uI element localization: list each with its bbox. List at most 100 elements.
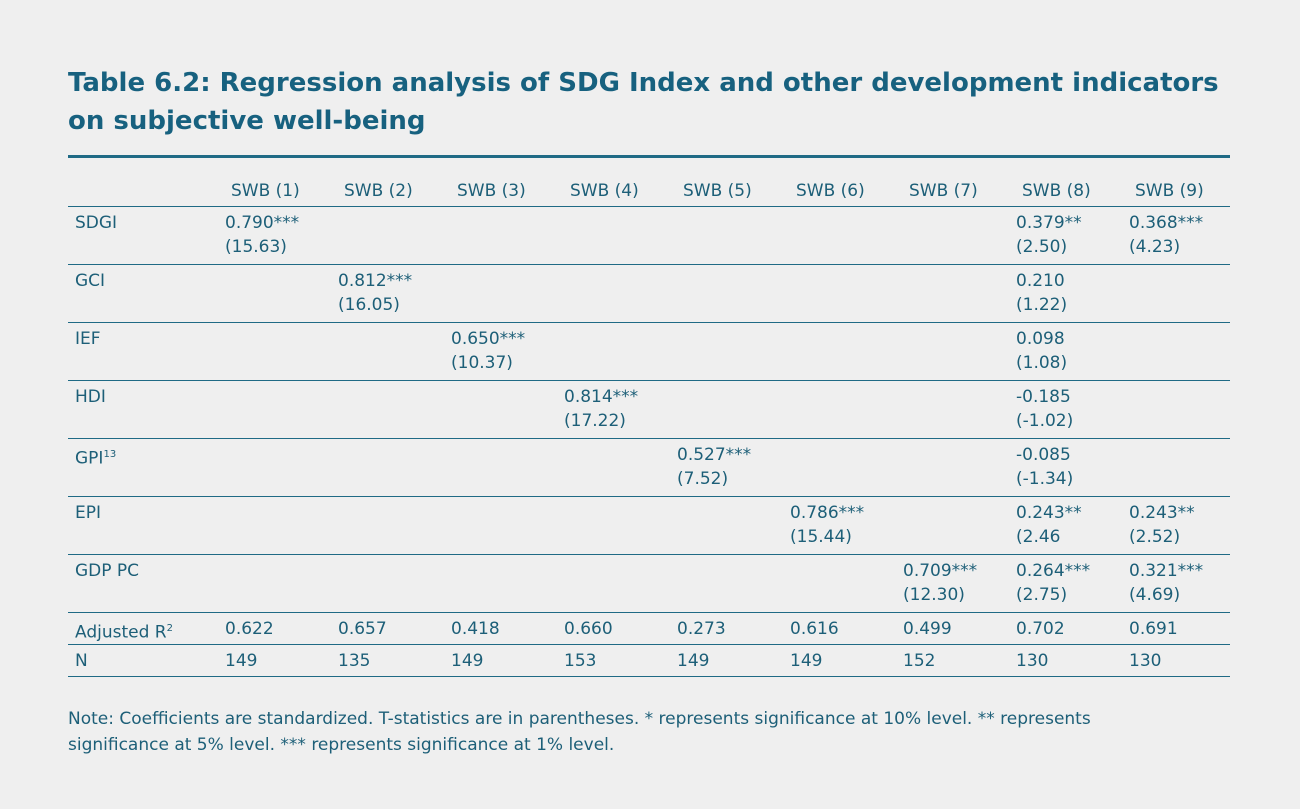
cell-line: (2.52) (1129, 527, 1181, 547)
cell-line: 0.243** (1129, 503, 1195, 523)
row-rule (68, 380, 1230, 381)
cell: 0.660 (564, 617, 613, 641)
cell-line: 0.812*** (338, 271, 413, 291)
cell-line: 149 (677, 651, 710, 671)
row-label: N (75, 649, 88, 673)
note-line: Note: Coefficients are standardized. T-s… (68, 709, 1091, 729)
row-label-text: GPI (75, 448, 104, 469)
cell-line: 0.418 (451, 619, 500, 639)
cell-line: 152 (903, 651, 936, 671)
cell-line: 0.657 (338, 619, 387, 639)
row-label-sup: 2 (166, 623, 173, 634)
cell-line: 130 (1129, 651, 1162, 671)
row-label: Adjusted R2 (75, 617, 173, 645)
cell: 0.379** (2.50) (1016, 211, 1082, 259)
row-rule (68, 554, 1230, 555)
cell-line: (-1.34) (1016, 469, 1074, 489)
cell-line: (15.44) (790, 527, 852, 547)
cell-line: (1.22) (1016, 295, 1068, 315)
row-label: IEF (75, 327, 101, 351)
cell-line: (10.37) (451, 353, 513, 373)
cell: 0.616 (790, 617, 839, 641)
row-label-text: EPI (75, 503, 102, 523)
cell-line: -0.085 (1016, 445, 1071, 465)
cell-line: (17.22) (564, 411, 626, 431)
row-rule (68, 322, 1230, 323)
cell: 0.273 (677, 617, 726, 641)
cell-line: 0.650*** (451, 329, 526, 349)
cell: 130 (1129, 649, 1161, 673)
cell: 0.650*** (10.37) (451, 327, 525, 375)
cell: 130 (1016, 649, 1048, 673)
cell: -0.085 (-1.34) (1016, 443, 1073, 491)
cell-line: (2.50) (1016, 237, 1068, 257)
cell-line: 0.702 (1016, 619, 1065, 639)
cell: 0.264*** (2.75) (1016, 559, 1090, 607)
row-rule (68, 496, 1230, 497)
cell-line: 0.616 (790, 619, 839, 639)
cell: 0.702 (1016, 617, 1065, 641)
row-label: GPI13 (75, 443, 116, 471)
cell-line: 0.368*** (1129, 213, 1204, 233)
cell: 0.499 (903, 617, 952, 641)
row-label: EPI (75, 501, 101, 525)
cell-line: (15.63) (225, 237, 287, 257)
row-label-text: GCI (75, 271, 106, 291)
cell: 0.243** (2.46 (1016, 501, 1082, 549)
cell-line: 0.210 (1016, 271, 1065, 291)
cell-line: 0.499 (903, 619, 952, 639)
cell: 0.691 (1129, 617, 1178, 641)
cell-line: 0.660 (564, 619, 613, 639)
cell-line: (4.23) (1129, 237, 1181, 257)
cell-line: 149 (225, 651, 258, 671)
cell-line: 0.098 (1016, 329, 1065, 349)
cell: 152 (903, 649, 935, 673)
cell-line: (2.75) (1016, 585, 1068, 605)
cell-line: (12.30) (903, 585, 965, 605)
row-label-text: IEF (75, 329, 101, 349)
cell-line: (7.52) (677, 469, 729, 489)
cell-line: 149 (451, 651, 484, 671)
column-header: SWB (9) (1135, 181, 1204, 201)
cell: -0.185 (-1.02) (1016, 385, 1073, 433)
cell-line: (16.05) (338, 295, 400, 315)
cell: 149 (790, 649, 822, 673)
cell: 0.622 (225, 617, 274, 641)
cell: 0.098 (1.08) (1016, 327, 1067, 375)
row-rule (68, 206, 1230, 207)
column-header: SWB (5) (683, 181, 752, 201)
cell-line: 0.379** (1016, 213, 1082, 233)
row-label-text: SDGI (75, 213, 118, 233)
cell: 0.210 (1.22) (1016, 269, 1067, 317)
row-label-text: N (75, 651, 88, 671)
cell-line: 0.321*** (1129, 561, 1204, 581)
row-label: GDP PC (75, 559, 139, 583)
row-label-text: Adjusted R (75, 622, 167, 643)
cell: 0.812*** (16.05) (338, 269, 412, 317)
cell: 149 (451, 649, 483, 673)
row-label-text: HDI (75, 387, 106, 407)
cell-line: 0.786*** (790, 503, 865, 523)
cell-line: (4.69) (1129, 585, 1181, 605)
cell-line: 0.273 (677, 619, 726, 639)
cell: 0.418 (451, 617, 500, 641)
cell-line: 0.243** (1016, 503, 1082, 523)
cell-line: 130 (1016, 651, 1049, 671)
cell: 153 (564, 649, 596, 673)
row-label: HDI (75, 385, 106, 409)
cell-line: 0.691 (1129, 619, 1178, 639)
row-label-text: GDP PC (75, 561, 140, 581)
cell-line: 135 (338, 651, 371, 671)
row-rule (68, 438, 1230, 439)
cell-line: 0.622 (225, 619, 274, 639)
cell-line: 149 (790, 651, 823, 671)
top-rule (68, 155, 1230, 158)
column-header: SWB (2) (344, 181, 413, 201)
cell: 135 (338, 649, 370, 673)
row-label: GCI (75, 269, 105, 293)
cell-line: 0.527*** (677, 445, 752, 465)
title-line: Table 6.2: Regression analysis of SDG In… (68, 68, 1219, 98)
cell: 0.527*** (7.52) (677, 443, 751, 491)
cell: 0.786*** (15.44) (790, 501, 864, 549)
